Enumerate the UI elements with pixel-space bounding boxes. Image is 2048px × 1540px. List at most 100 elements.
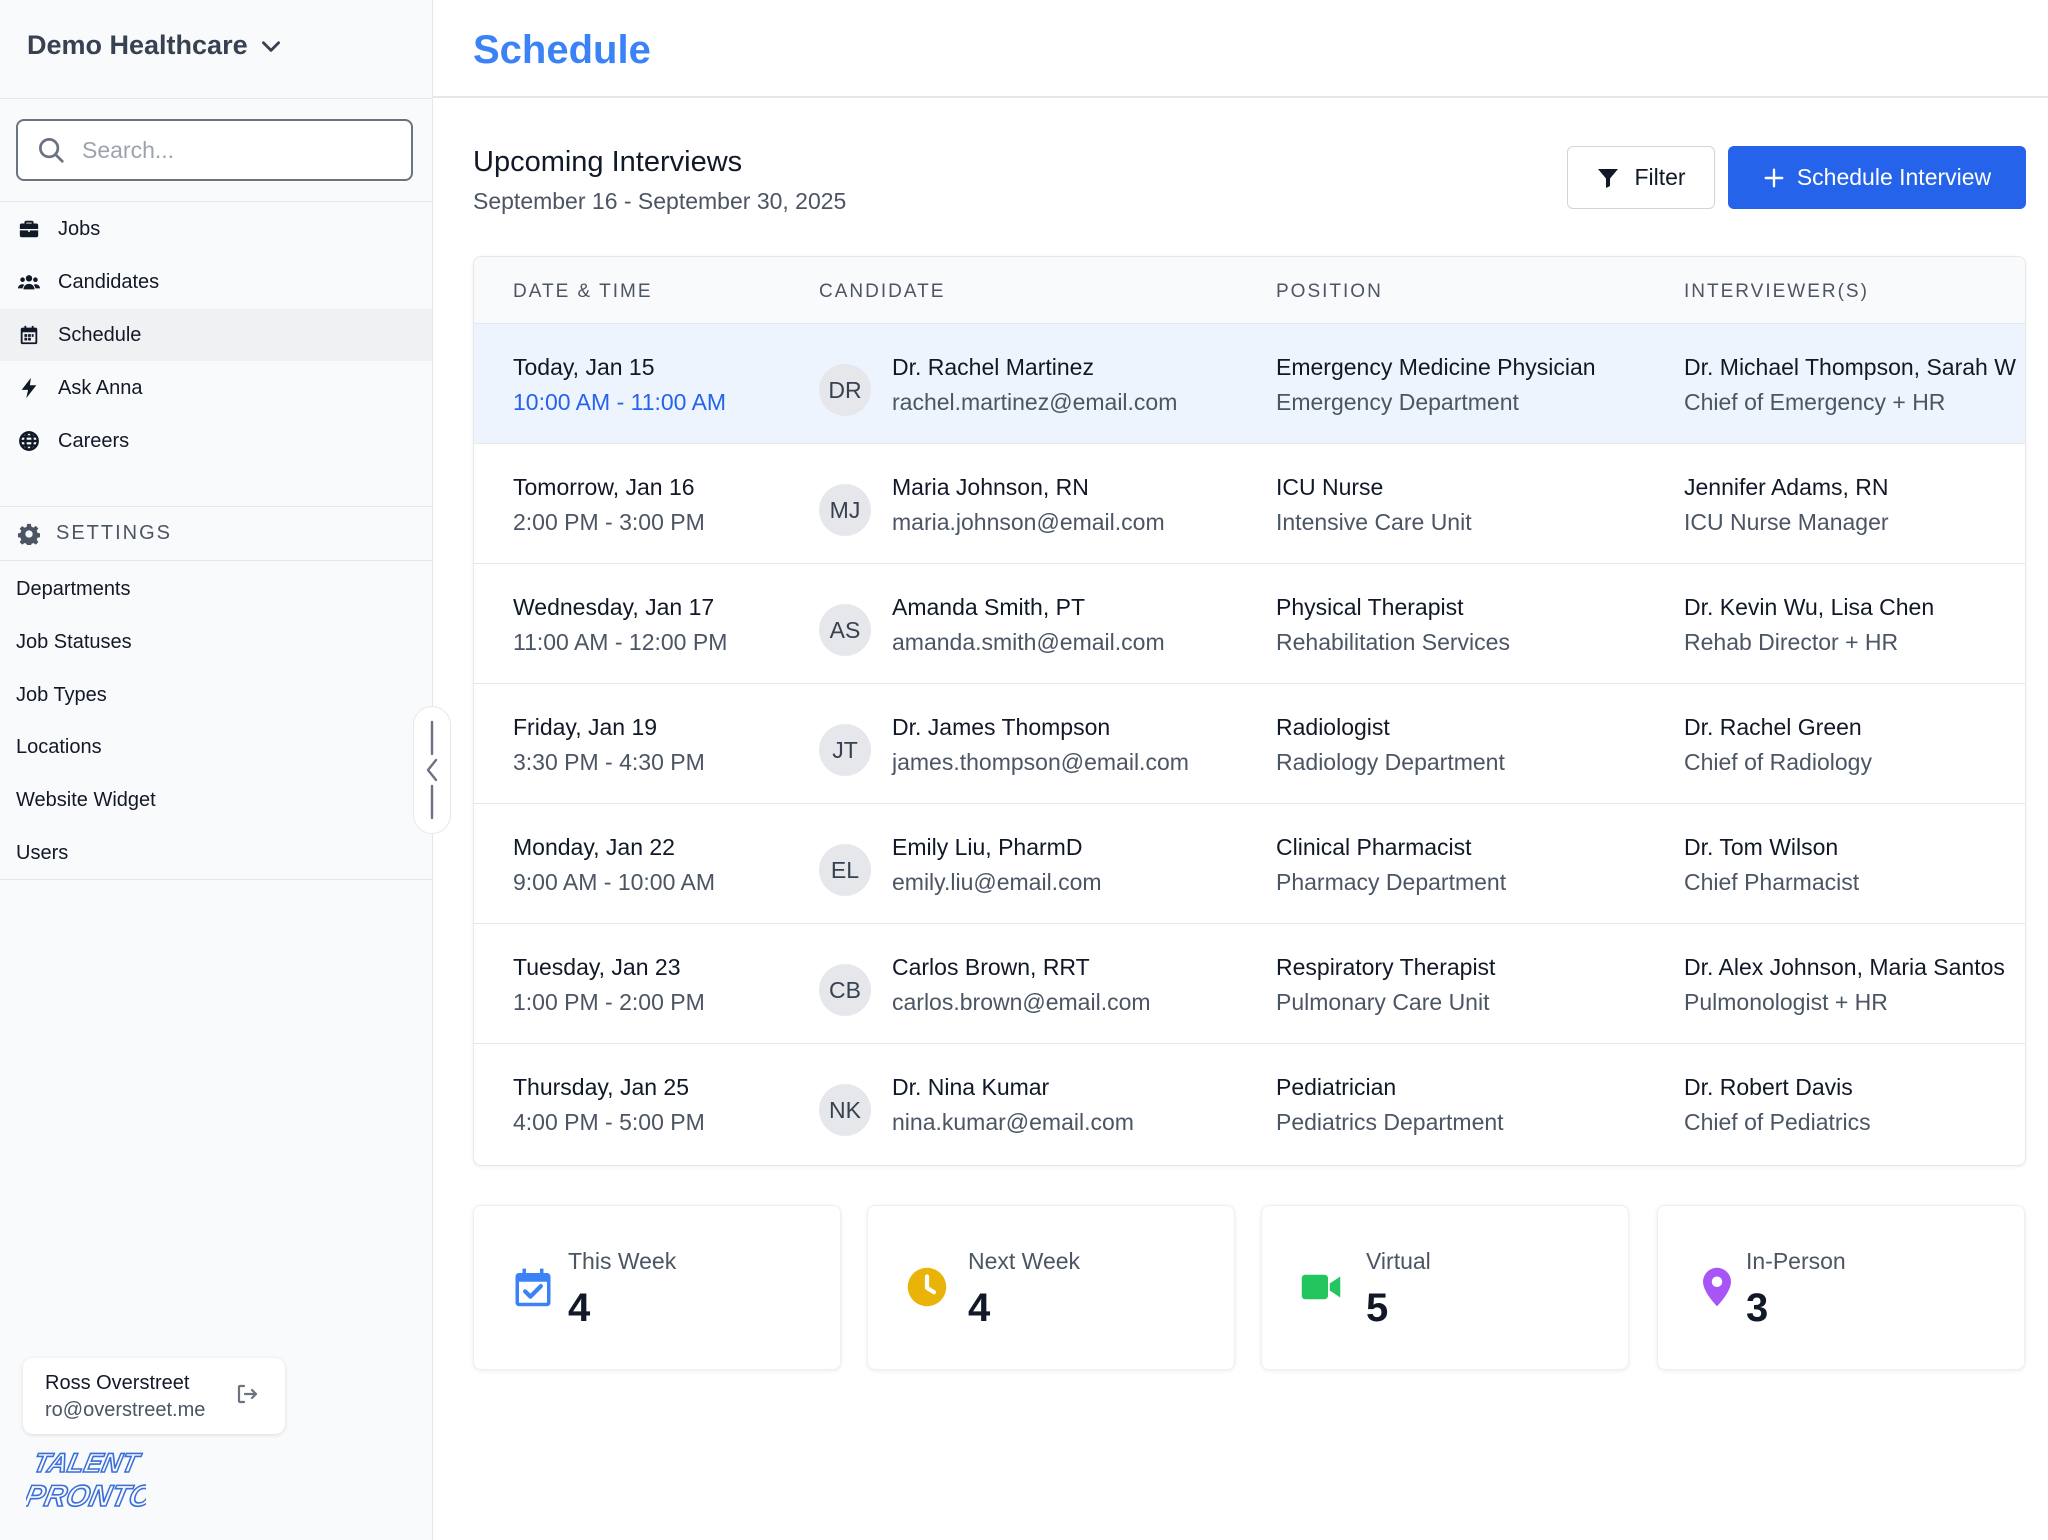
candidate-name[interactable]: Carlos Brown, RRT: [892, 954, 1090, 980]
stat-label: In-Person: [1746, 1248, 1846, 1274]
position-department: Pediatrics Department: [1276, 1109, 1504, 1135]
candidate-cell: Amanda Smith, PT amanda.smith@email.com: [892, 594, 1165, 656]
position-cell: Clinical Pharmacist Pharmacy Department: [1276, 834, 1506, 896]
interviewer-roles: Pulmonologist + HR: [1684, 989, 1888, 1015]
schedule-interview-button[interactable]: Schedule Interview: [1728, 146, 2026, 209]
candidate-name[interactable]: Maria Johnson, RN: [892, 474, 1089, 500]
candidate-name[interactable]: Dr. Rachel Martinez: [892, 354, 1094, 380]
position-title: Clinical Pharmacist: [1276, 834, 1472, 860]
position-cell: Radiologist Radiology Department: [1276, 714, 1505, 776]
table-row[interactable]: Thursday, Jan 25 4:00 PM - 5:00 PM NK Dr.…: [474, 1044, 2025, 1164]
candidate-name[interactable]: Amanda Smith, PT: [892, 594, 1086, 620]
page-title: Schedule: [473, 28, 651, 72]
settings-item-website-widget[interactable]: Website Widget: [16, 789, 156, 811]
candidate-cell: Dr. Nina Kumar nina.kumar@email.com: [892, 1074, 1134, 1136]
table-row[interactable]: Monday, Jan 22 9:00 AM - 10:00 AM EL Emil…: [474, 804, 2025, 924]
settings-item-locations[interactable]: Locations: [16, 736, 102, 758]
column-header-position[interactable]: POSITION: [1276, 281, 1383, 302]
interviewer-names: Dr. Rachel Green: [1684, 714, 1862, 740]
interview-date: Thursday, Jan 25: [513, 1074, 690, 1100]
table-row[interactable]: Tuesday, Jan 23 1:00 PM - 2:00 PM CB Carl…: [474, 924, 2025, 1044]
chevron-down-icon: [261, 40, 280, 52]
table-row[interactable]: Friday, Jan 19 3:30 PM - 4:30 PM JT Dr. J…: [474, 684, 2025, 804]
interview-date: Wednesday, Jan 17: [513, 594, 715, 620]
date-time-cell: Monday, Jan 22 9:00 AM - 10:00 AM: [513, 834, 715, 896]
search-input[interactable]: [82, 136, 382, 164]
nav-item-ask-anna[interactable]: Ask Anna: [0, 362, 432, 414]
avatar: DR: [819, 364, 871, 416]
settings-item-departments[interactable]: Departments: [16, 578, 131, 600]
column-header-date-time[interactable]: DATE & TIME: [513, 281, 653, 302]
position-title: Radiologist: [1276, 714, 1390, 740]
search-box[interactable]: [16, 119, 413, 181]
settings-item-users[interactable]: Users: [16, 842, 69, 864]
date-time-cell: Wednesday, Jan 17 11:00 AM - 12:00 PM: [513, 594, 727, 656]
date-time-cell: Thursday, Jan 25 4:00 PM - 5:00 PM: [513, 1074, 705, 1136]
avatar: NK: [819, 1084, 871, 1136]
candidate-cell: Dr. James Thompson james.thompson@email.c…: [892, 714, 1189, 776]
nav-item-label: Candidates: [58, 270, 160, 293]
filter-button[interactable]: Filter: [1567, 146, 1715, 209]
candidate-name[interactable]: Dr. James Thompson: [892, 714, 1111, 740]
interview-time: 3:30 PM - 4:30 PM: [513, 749, 705, 775]
settings-heading: SETTINGS: [18, 522, 172, 545]
interview-time: 1:00 PM - 2:00 PM: [513, 989, 705, 1015]
interview-date: Friday, Jan 19: [513, 714, 658, 740]
stat-value: 5: [1366, 1286, 1389, 1330]
nav-item-careers[interactable]: Careers: [0, 415, 432, 467]
nav-item-candidates[interactable]: Candidates: [0, 256, 432, 308]
table-row[interactable]: Wednesday, Jan 17 11:00 AM - 12:00 PM AS …: [474, 564, 2025, 684]
nav-item-schedule[interactable]: Schedule: [0, 309, 432, 361]
interviewer-roles: Chief of Emergency + HR: [1684, 389, 1946, 415]
position-department: Radiology Department: [1276, 749, 1505, 775]
interviewer-names: Dr. Alex Johnson, Maria Santos: [1684, 954, 2005, 980]
position-department: Emergency Department: [1276, 389, 1519, 415]
interviewer-names: Dr. Michael Thompson, Sarah W: [1684, 354, 2016, 380]
date-time-cell: Today, Jan 15 10:00 AM - 11:00 AM: [513, 354, 726, 416]
table-row[interactable]: Tomorrow, Jan 16 2:00 PM - 3:00 PM MJ Mar…: [474, 444, 2025, 564]
org-name: Demo Healthcare: [27, 30, 248, 60]
stat-value: 4: [968, 1286, 991, 1330]
interview-time: 2:00 PM - 3:00 PM: [513, 509, 705, 535]
globe-icon: [19, 431, 39, 451]
interviewer-names: Dr. Tom Wilson: [1684, 834, 1839, 860]
table-row[interactable]: Today, Jan 15 10:00 AM - 11:00 AM DR Dr. …: [474, 324, 2025, 444]
interviewer-roles: Rehab Director + HR: [1684, 629, 1899, 655]
users-icon: [18, 275, 40, 290]
avatar: MJ: [819, 484, 871, 536]
search-icon: [39, 138, 64, 163]
interviewers-cell: Dr. Robert Davis Chief of Pediatrics: [1684, 1074, 1871, 1136]
interviewer-names: Dr. Kevin Wu, Lisa Chen: [1684, 594, 1935, 620]
user-card: Ross Overstreet ro@overstreet.me: [23, 1358, 285, 1434]
divider: [0, 98, 432, 99]
interviewers-cell: Jennifer Adams, RN ICU Nurse Manager: [1684, 474, 1889, 536]
settings-label: SETTINGS: [56, 522, 173, 544]
interviewers-cell: Dr. Tom Wilson Chief Pharmacist: [1684, 834, 1859, 896]
column-header-candidate[interactable]: CANDIDATE: [819, 281, 946, 302]
stat-card-next-week: Next Week 4: [867, 1205, 1235, 1370]
svg-text:TALENT: TALENT: [31, 1447, 144, 1478]
position-department: Rehabilitation Services: [1276, 629, 1510, 655]
video-icon: [1301, 1274, 1341, 1300]
sidebar-collapse-handle[interactable]: [413, 706, 451, 834]
candidate-name[interactable]: Emily Liu, PharmD: [892, 834, 1083, 860]
position-cell: Respiratory Therapist Pulmonary Care Unit: [1276, 954, 1495, 1016]
logout-icon[interactable]: [235, 1382, 259, 1406]
interviewers-cell: Dr. Kevin Wu, Lisa Chen Rehab Director + …: [1684, 594, 1934, 656]
nav-item-jobs[interactable]: Jobs: [0, 203, 432, 255]
candidate-email: rachel.martinez@email.com: [892, 389, 1178, 415]
position-title: ICU Nurse: [1276, 474, 1384, 500]
schedule-interview-label: Schedule Interview: [1796, 164, 1992, 190]
candidate-email: nina.kumar@email.com: [892, 1109, 1134, 1135]
position-title: Pediatrician: [1276, 1074, 1397, 1100]
settings-item-job-types[interactable]: Job Types: [16, 684, 107, 706]
user-email: ro@overstreet.me: [45, 1399, 206, 1421]
candidate-name[interactable]: Dr. Nina Kumar: [892, 1074, 1050, 1100]
stat-label: Next Week: [968, 1248, 1081, 1274]
column-header-interviewers[interactable]: INTERVIEWER(S): [1684, 281, 1869, 302]
interviewer-names: Dr. Robert Davis: [1684, 1074, 1853, 1100]
candidate-cell: Emily Liu, PharmD emily.liu@email.com: [892, 834, 1102, 896]
org-switcher[interactable]: Demo Healthcare: [27, 30, 284, 61]
position-cell: Pediatrician Pediatrics Department: [1276, 1074, 1504, 1136]
settings-item-job-statuses[interactable]: Job Statuses: [16, 631, 132, 653]
